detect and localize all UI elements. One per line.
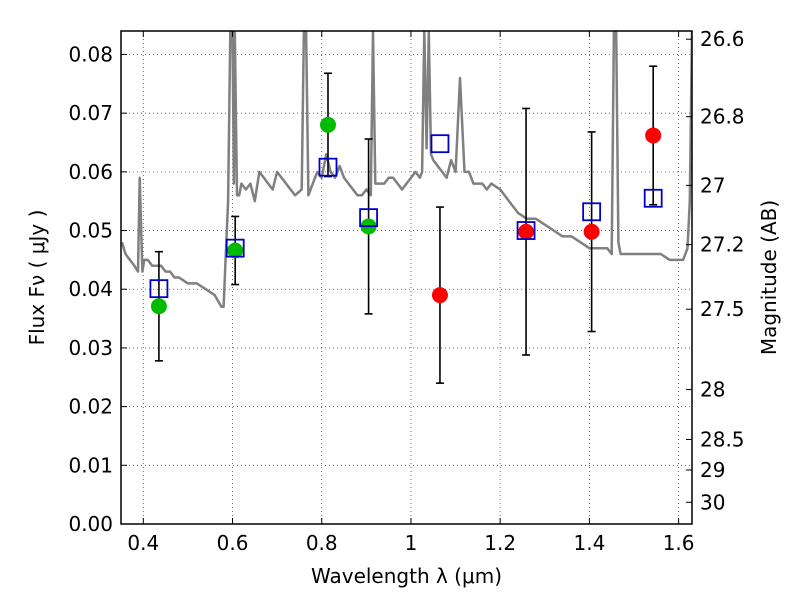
blue-model-square xyxy=(225,238,245,258)
blue-model-square xyxy=(359,208,378,228)
grid xyxy=(121,31,692,525)
x-axis-label: Wavelength λ (μm) xyxy=(311,564,502,588)
green-data-point xyxy=(227,242,244,259)
x-tick-label: 0.8 xyxy=(306,531,338,555)
x-tick-label: 1.6 xyxy=(663,531,695,555)
y-tick-label: 0.01 xyxy=(68,453,113,477)
y-tick-label: 0.07 xyxy=(68,101,113,125)
blue-model-square xyxy=(643,188,663,208)
right-tick-label: 28 xyxy=(700,378,725,402)
y-axis-label: Flux Fν ( μJy ) xyxy=(25,210,49,346)
blue-model-square xyxy=(582,202,602,222)
x-tick-label: 1.2 xyxy=(484,531,516,555)
x-tick-label: 0.4 xyxy=(127,531,159,555)
right-tick-label: 29 xyxy=(700,458,725,482)
y-tick-label: 0.00 xyxy=(68,512,113,536)
red-data-point xyxy=(645,127,662,144)
right-tick-label: 27.2 xyxy=(700,233,745,257)
y-tick-label: 0.02 xyxy=(68,395,113,419)
right-tick-label: 27.5 xyxy=(700,297,745,321)
y-tick-label: 0.03 xyxy=(68,336,113,360)
x-tick-label: 0.6 xyxy=(217,531,249,555)
x-tick-label: 1.4 xyxy=(573,531,605,555)
y-tick-label: 0.08 xyxy=(68,42,113,66)
green-data-point xyxy=(150,298,167,315)
right-tick-label: 26.8 xyxy=(700,105,745,129)
green-data-point xyxy=(319,116,336,133)
right-tick-label: 28.5 xyxy=(700,427,745,451)
sed-line xyxy=(121,31,692,309)
sed-model-curve xyxy=(121,31,692,309)
blue-model-square xyxy=(430,134,450,154)
red-data-point xyxy=(583,223,600,240)
x-tick-label: 1 xyxy=(405,531,418,555)
y-tick-label: 0.06 xyxy=(68,160,113,184)
red-data-point xyxy=(518,223,535,240)
red-data-point xyxy=(431,287,448,304)
plot-frame xyxy=(120,30,693,525)
y-tick-label: 0.04 xyxy=(68,277,113,301)
right-axis-label: Magnitude (AB) xyxy=(757,200,781,355)
right-tick-label: 26.6 xyxy=(700,27,745,51)
blue-model-square xyxy=(516,221,536,240)
right-tick-label: 27 xyxy=(700,173,725,197)
blue-model-square xyxy=(318,157,338,177)
data-markers xyxy=(149,116,663,315)
y-tick-label: 0.05 xyxy=(68,219,113,243)
right-tick-label: 30 xyxy=(700,490,725,514)
axes: 0.4 0.6 0.8 1 1.2 1.4 1.6 0.00 0.01 0.02 0.03 0.04 0… xyxy=(68,27,744,555)
blue-model-square xyxy=(149,279,169,299)
